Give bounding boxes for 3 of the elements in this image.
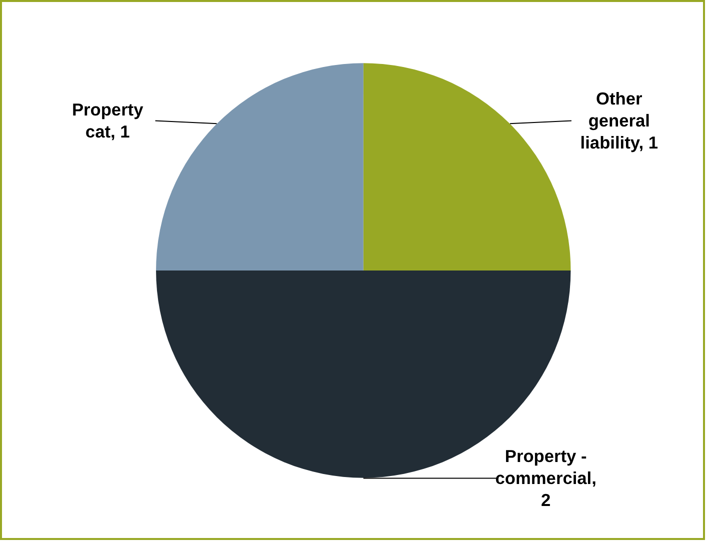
slice-label: Property cat, 1	[72, 100, 144, 142]
slice-label: Other general liability, 1	[580, 88, 658, 153]
slice-label: Property - commercial, 2	[495, 446, 596, 510]
